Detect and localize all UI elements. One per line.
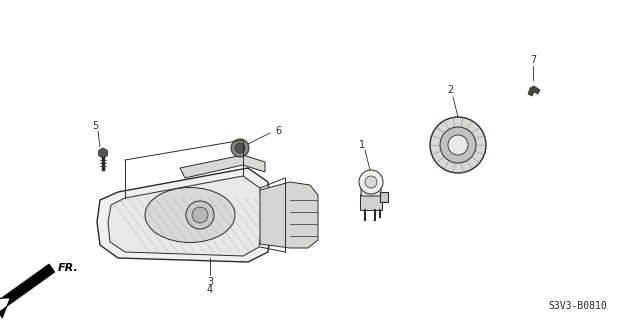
Polygon shape (260, 182, 318, 248)
Circle shape (440, 127, 476, 163)
Text: 3: 3 (207, 277, 213, 287)
Text: 7: 7 (530, 55, 536, 65)
Text: S3V3-B0810: S3V3-B0810 (549, 301, 608, 311)
Circle shape (359, 170, 383, 194)
FancyBboxPatch shape (361, 179, 381, 196)
Text: 5: 5 (92, 121, 98, 131)
Text: 6: 6 (275, 126, 281, 136)
Circle shape (365, 176, 377, 188)
Text: FR.: FR. (58, 263, 79, 273)
Circle shape (231, 139, 249, 157)
Circle shape (235, 143, 245, 153)
Circle shape (186, 201, 214, 229)
Polygon shape (97, 168, 272, 262)
Circle shape (430, 117, 486, 173)
Circle shape (448, 135, 468, 155)
Circle shape (192, 207, 208, 223)
Ellipse shape (145, 188, 235, 243)
FancyBboxPatch shape (380, 192, 388, 202)
Polygon shape (528, 86, 540, 96)
Polygon shape (108, 176, 262, 256)
Polygon shape (0, 264, 55, 318)
Text: 1: 1 (359, 140, 365, 150)
Polygon shape (98, 148, 107, 158)
FancyBboxPatch shape (360, 194, 382, 210)
Polygon shape (180, 155, 265, 178)
Text: 2: 2 (447, 85, 453, 95)
Text: 4: 4 (207, 285, 213, 295)
